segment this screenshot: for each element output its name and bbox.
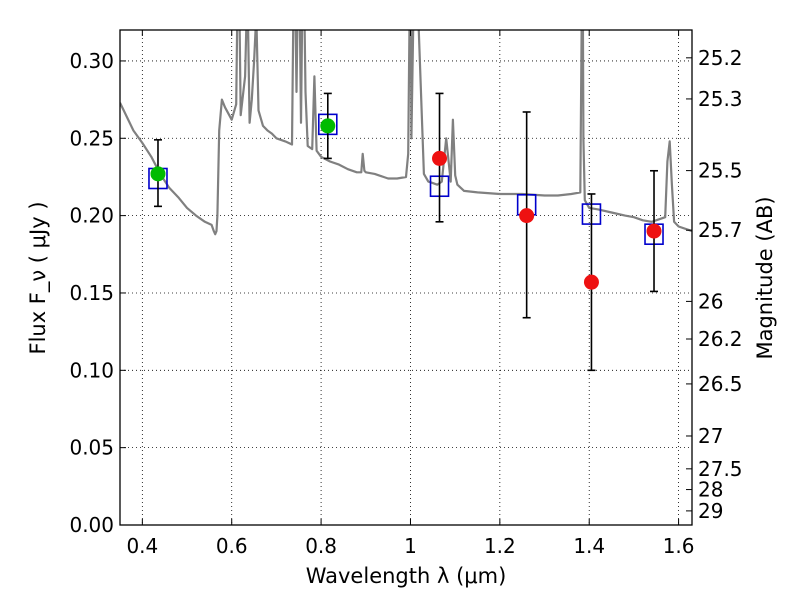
x-axis-title: Wavelength λ (μm) xyxy=(306,564,507,588)
y-axis-title: Flux F_ν ( μJy ) xyxy=(26,201,51,354)
x-tick-label: 1.6 xyxy=(663,534,695,558)
x-tick-label: 1.2 xyxy=(484,534,516,558)
y2-tick-label: 27.5 xyxy=(698,457,743,481)
y2-tick-label: 26 xyxy=(698,289,723,313)
axis-ticks: 0.4 0.6 0.8 1 1.2 1.4 1.6 0.00 0.05 0.10 0.15 0.20 0… xyxy=(69,30,743,558)
y-tick-label: 0.25 xyxy=(69,126,114,150)
grid-lines xyxy=(120,30,692,526)
plot-frame xyxy=(119,29,693,526)
x-tick-label: 1 xyxy=(404,534,417,558)
photometry-point xyxy=(583,274,599,290)
y2-tick-label: 27 xyxy=(698,424,723,448)
y2-tick-label: 25.3 xyxy=(698,87,743,111)
x-tick-label: 0.6 xyxy=(216,534,248,558)
photometry-point xyxy=(320,118,336,134)
right-axis-title: Magnitude (AB) xyxy=(753,196,777,359)
photometry-point xyxy=(150,166,166,182)
y-tick-label: 0.00 xyxy=(69,513,114,537)
x-tick-label: 0.4 xyxy=(126,534,158,558)
y2-tick-label: 28 xyxy=(698,478,723,502)
y2-tick-label: 29 xyxy=(698,499,723,523)
x-tick-label: 1.4 xyxy=(573,534,605,558)
photometry-point xyxy=(519,208,535,224)
y2-tick-label: 26.2 xyxy=(698,327,743,351)
y-tick-label: 0.15 xyxy=(69,281,114,305)
photometry-point xyxy=(646,223,662,239)
y2-tick-label: 25.2 xyxy=(698,46,743,70)
y2-tick-label: 26.5 xyxy=(698,372,743,396)
y-tick-label: 0.20 xyxy=(69,204,114,228)
y2-tick-label: 25.5 xyxy=(698,159,743,183)
photometry-point xyxy=(432,150,448,166)
y-tick-label: 0.05 xyxy=(69,436,114,460)
x-tick-label: 0.8 xyxy=(305,534,337,558)
y-tick-label: 0.10 xyxy=(69,358,114,382)
y-tick-label: 0.30 xyxy=(69,49,114,73)
plot-data xyxy=(120,30,692,372)
model-spectrum-line xyxy=(120,30,692,236)
y2-tick-label: 25.7 xyxy=(698,218,743,242)
